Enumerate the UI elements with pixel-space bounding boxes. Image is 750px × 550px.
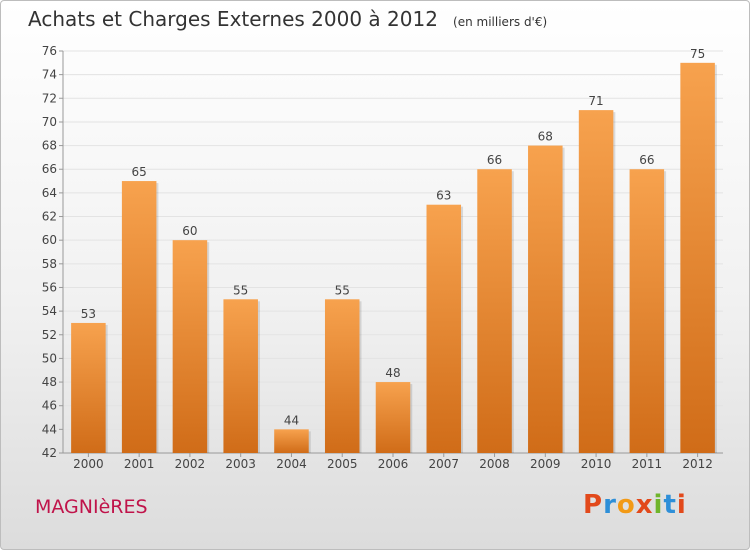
bar-2011 bbox=[629, 169, 665, 453]
y-tick-label: 68 bbox=[42, 139, 57, 153]
y-tick-label: 46 bbox=[42, 399, 57, 413]
x-tick-label: 2001 bbox=[124, 457, 155, 471]
y-tick-label: 56 bbox=[42, 280, 57, 294]
x-tick-label: 2008 bbox=[479, 457, 510, 471]
x-tick-label: 2006 bbox=[378, 457, 409, 471]
bar-2010 bbox=[578, 110, 614, 453]
y-tick-label: 60 bbox=[42, 233, 57, 247]
value-label: 60 bbox=[182, 224, 197, 238]
value-label: 65 bbox=[132, 165, 147, 179]
title-unit: (en milliers d'€) bbox=[453, 15, 548, 29]
bar-2002 bbox=[172, 240, 208, 453]
value-label: 71 bbox=[588, 94, 603, 108]
bar-2005 bbox=[324, 299, 360, 453]
x-tick-label: 2004 bbox=[276, 457, 307, 471]
x-tick-label: 2009 bbox=[530, 457, 561, 471]
x-tick-label: 2012 bbox=[682, 457, 713, 471]
bar-2000 bbox=[71, 322, 106, 453]
x-tick-label: 2011 bbox=[632, 457, 663, 471]
bar-2004 bbox=[274, 429, 309, 453]
value-label: 75 bbox=[690, 47, 705, 61]
y-tick-label: 50 bbox=[42, 351, 57, 365]
x-tick-label: 2000 bbox=[73, 457, 104, 471]
bar-2008 bbox=[477, 169, 512, 453]
y-tick-label: 58 bbox=[42, 257, 57, 271]
chart-title: Achats et Charges Externes 2000 à 2012 (… bbox=[28, 7, 547, 31]
value-label: 53 bbox=[81, 307, 96, 321]
bar-2006 bbox=[375, 382, 411, 453]
y-tick-label: 54 bbox=[42, 304, 57, 318]
bar-2007 bbox=[426, 204, 462, 453]
value-label: 68 bbox=[538, 130, 553, 144]
value-label: 48 bbox=[385, 366, 400, 380]
value-label: 66 bbox=[487, 153, 502, 167]
y-tick-label: 70 bbox=[42, 115, 57, 129]
value-label: 44 bbox=[284, 413, 299, 427]
title-main: Achats et Charges Externes 2000 à 2012 bbox=[28, 7, 438, 31]
x-tick-label: 2007 bbox=[428, 457, 459, 471]
y-tick-label: 42 bbox=[42, 446, 57, 460]
x-tick-label: 2010 bbox=[581, 457, 612, 471]
y-tick-label: 48 bbox=[42, 375, 57, 389]
bar-2009 bbox=[528, 145, 563, 453]
bar-2001 bbox=[121, 181, 157, 453]
value-label: 66 bbox=[639, 153, 654, 167]
y-tick-label: 62 bbox=[42, 210, 57, 224]
bar-2003 bbox=[223, 299, 258, 453]
y-tick-label: 52 bbox=[42, 328, 57, 342]
proxiti-logo: Proxiti bbox=[583, 490, 687, 520]
value-label: 63 bbox=[436, 189, 451, 203]
bar-2012 bbox=[680, 62, 715, 454]
y-tick-label: 76 bbox=[42, 44, 57, 58]
x-tick-label: 2005 bbox=[327, 457, 358, 471]
y-tick-label: 74 bbox=[42, 68, 57, 82]
x-tick-label: 2002 bbox=[175, 457, 206, 471]
value-label: 55 bbox=[233, 283, 248, 297]
y-tick-label: 72 bbox=[42, 91, 57, 105]
commune-name: MAGNIèRES bbox=[35, 496, 148, 518]
y-tick-label: 66 bbox=[42, 162, 57, 176]
value-label: 55 bbox=[335, 283, 350, 297]
x-tick-label: 2003 bbox=[225, 457, 256, 471]
y-tick-label: 44 bbox=[42, 422, 57, 436]
y-tick-label: 64 bbox=[42, 186, 57, 200]
